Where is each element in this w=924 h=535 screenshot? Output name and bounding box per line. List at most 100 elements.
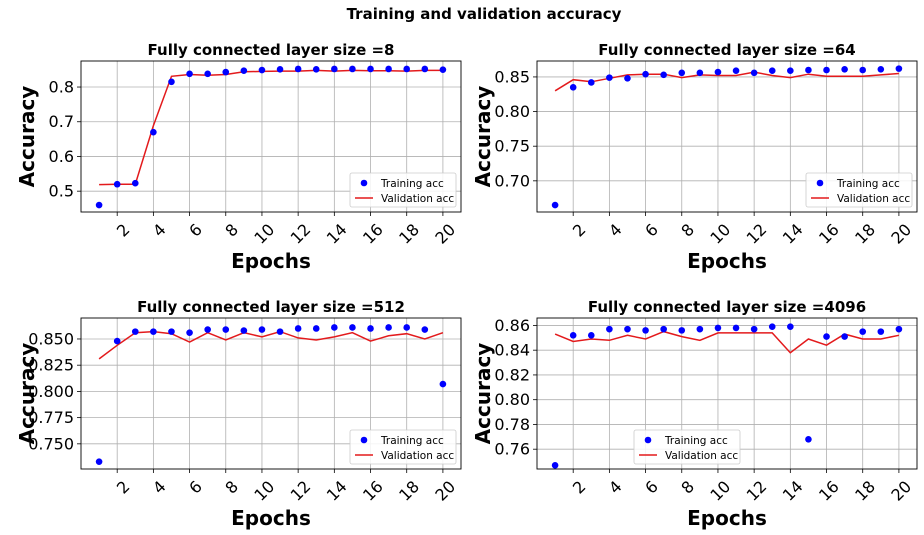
x-tick-label: 18: [851, 477, 879, 505]
y-tick-label: 0.85: [494, 67, 530, 86]
legend: Training acc Validation acc: [633, 429, 741, 465]
legend-training-marker: [644, 436, 652, 444]
training-acc-point: [331, 65, 338, 73]
training-acc-point: [240, 327, 248, 334]
x-tick-label: 14: [779, 220, 807, 248]
training-acc-point: [823, 333, 830, 340]
x-tick-label: 16: [815, 220, 843, 248]
y-tick-label: 0.76: [494, 440, 530, 459]
training-acc-point: [421, 326, 429, 333]
x-tick-label: 14: [779, 477, 807, 505]
legend-validation-label: Validation acc: [381, 193, 454, 205]
training-acc-point: [805, 66, 812, 74]
x-tick-label: 8: [221, 477, 242, 498]
subplot-3: 2 4 6 8 10 12 14 16 18 20 0.750 0.775 0.800 0.825 0.85…: [15, 298, 462, 530]
training-acc-point: [660, 71, 667, 79]
training-acc-point: [714, 68, 722, 76]
legend-training-label: Training acc: [380, 178, 444, 190]
training-acc-point: [569, 332, 577, 339]
x-tick-label: 20: [887, 220, 915, 248]
x-tick-label: 4: [149, 477, 170, 498]
training-acc-point: [624, 325, 631, 333]
training-acc-point: [732, 67, 740, 74]
x-tick-label: 20: [887, 477, 915, 505]
x-tick-label: 14: [323, 477, 351, 505]
legend: Training acc Validation acc: [349, 429, 457, 465]
y-tick-label: 0.82: [494, 365, 530, 384]
training-acc-point: [294, 325, 302, 332]
legend-validation-label: Validation acc: [381, 450, 454, 462]
training-acc-point: [732, 324, 740, 332]
training-acc-point: [421, 65, 429, 73]
training-acc-point: [678, 69, 686, 77]
legend-validation-label: Validation acc: [665, 450, 738, 462]
training-acc-point: [168, 328, 175, 335]
y-tick-label: 0.70: [494, 171, 530, 190]
y-tick-label: 0.80: [494, 390, 530, 409]
subplot-title: Fully connected layer size =64: [598, 41, 855, 59]
legend-training-label: Training acc: [836, 178, 900, 190]
x-tick-label: 6: [641, 477, 662, 498]
x-tick-label: 18: [395, 220, 423, 248]
training-acc-point: [150, 128, 157, 136]
training-acc-point: [258, 66, 266, 74]
x-tick-label: 20: [431, 477, 459, 505]
y-tick-label: 0.80: [494, 102, 530, 121]
training-acc-point: [877, 66, 885, 73]
legend-training-marker: [360, 179, 368, 187]
y-axis-label: Accuracy: [471, 343, 495, 445]
y-tick-label: 0.6: [49, 147, 74, 166]
y-tick-label: 0.750: [28, 434, 74, 453]
training-acc-point: [113, 180, 121, 188]
training-acc-point: [696, 325, 704, 333]
subplot-2: 2 4 6 8 10 12 14 16 18 20 0.70 0.75 0.80 0.85 Fully co…: [471, 41, 918, 273]
x-tick-label: 20: [431, 220, 459, 248]
training-acc-point: [312, 325, 320, 332]
legend: Training acc Validation acc: [805, 172, 913, 208]
x-tick-label: 4: [605, 220, 626, 241]
training-acc-point: [895, 325, 903, 333]
y-axis-label: Accuracy: [471, 86, 495, 188]
training-acc-point: [367, 325, 374, 332]
y-tick-label: 0.75: [494, 137, 530, 156]
legend: Training acc Validation acc: [349, 172, 457, 208]
x-tick-label: 8: [677, 477, 698, 498]
x-tick-label: 10: [250, 220, 278, 248]
training-acc-point: [385, 324, 392, 331]
subplot-title: Fully connected layer size =512: [137, 298, 405, 316]
training-acc-point: [349, 65, 356, 73]
x-tick-label: 10: [250, 477, 278, 505]
x-tick-label: 2: [569, 220, 590, 241]
plot-frame: [80, 317, 462, 470]
training-acc-point: [349, 324, 356, 331]
legend-training-label: Training acc: [664, 435, 728, 447]
x-tick-label: 4: [149, 220, 170, 241]
x-tick-label: 8: [221, 220, 242, 241]
training-acc-point: [660, 325, 667, 333]
training-acc-point: [131, 328, 139, 335]
x-tick-label: 10: [706, 477, 734, 505]
y-tick-label: 0.78: [494, 415, 530, 434]
training-acc-point: [696, 69, 704, 77]
x-tick-label: 12: [287, 220, 315, 248]
training-acc-point: [606, 325, 613, 333]
subplot-title: Fully connected layer size =4096: [588, 298, 866, 316]
training-acc-point: [95, 458, 103, 465]
x-tick-label: 10: [706, 220, 734, 248]
x-tick-label: 12: [743, 477, 771, 505]
training-acc-point: [186, 329, 193, 336]
x-tick-label: 6: [185, 220, 206, 241]
subplot-title: Fully connected layer size =8: [148, 41, 395, 59]
training-acc-point: [113, 337, 121, 345]
training-acc-point: [787, 67, 794, 74]
training-acc-point: [294, 65, 302, 73]
training-acc-point: [403, 324, 411, 331]
training-acc-point: [276, 66, 284, 73]
x-axis-label: Epochs: [687, 249, 767, 273]
training-acc-point: [714, 324, 722, 332]
x-tick-label: 18: [395, 477, 423, 505]
x-tick-label: 8: [677, 220, 698, 241]
legend-validation-label: Validation acc: [837, 193, 910, 205]
legend-training-label: Training acc: [380, 435, 444, 447]
